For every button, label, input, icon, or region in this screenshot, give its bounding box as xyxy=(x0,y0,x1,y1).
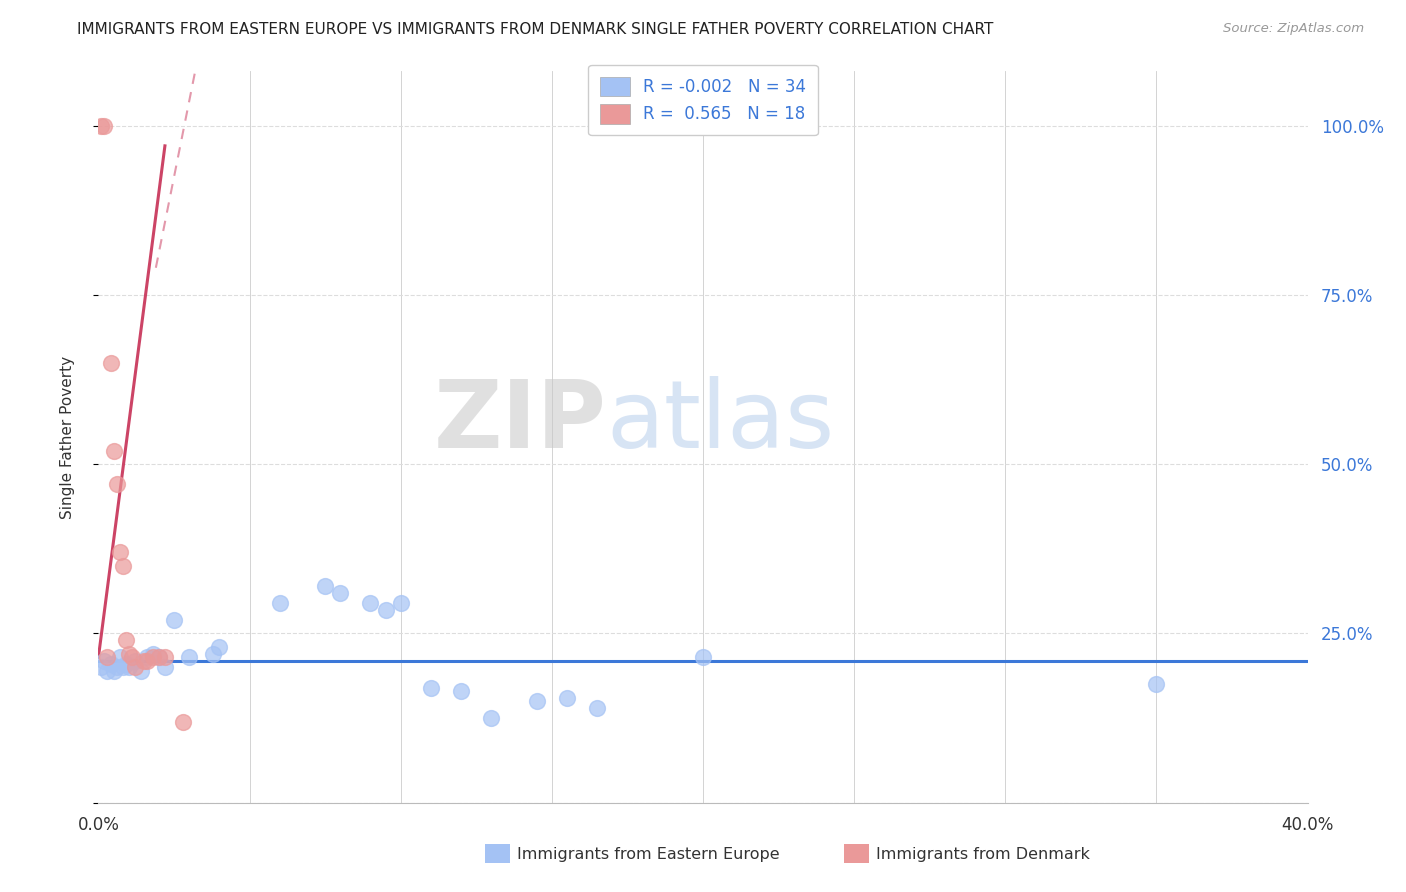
Point xyxy=(118,647,141,661)
Point xyxy=(208,640,231,654)
Point xyxy=(108,650,131,665)
Point xyxy=(100,355,122,369)
Point xyxy=(1144,677,1167,691)
Point xyxy=(374,603,396,617)
Point xyxy=(100,657,122,671)
Text: Immigrants from Denmark: Immigrants from Denmark xyxy=(876,847,1090,862)
Point xyxy=(526,694,548,708)
Text: ZIP: ZIP xyxy=(433,376,606,468)
Point xyxy=(153,650,176,665)
Point xyxy=(129,664,152,678)
Point xyxy=(481,711,503,725)
Point xyxy=(692,650,714,665)
Point xyxy=(163,613,186,627)
Point xyxy=(124,654,146,668)
Point xyxy=(142,647,165,661)
Point xyxy=(105,477,128,491)
Point xyxy=(103,443,125,458)
Point xyxy=(555,690,578,705)
Point xyxy=(105,660,128,674)
Point xyxy=(148,650,170,665)
Point xyxy=(172,714,194,729)
Point xyxy=(118,660,141,674)
Point xyxy=(450,684,472,698)
Point xyxy=(114,657,136,671)
Point xyxy=(329,586,352,600)
Point xyxy=(111,558,134,573)
Point xyxy=(420,681,443,695)
Point xyxy=(135,650,157,665)
Point xyxy=(389,596,412,610)
Point xyxy=(142,650,165,665)
Point xyxy=(121,650,143,665)
Point xyxy=(153,660,176,674)
Point xyxy=(93,654,115,668)
Point xyxy=(586,701,609,715)
Point xyxy=(132,654,155,668)
Text: Immigrants from Eastern Europe: Immigrants from Eastern Europe xyxy=(517,847,780,862)
Point xyxy=(269,596,291,610)
Point xyxy=(179,650,201,665)
Point xyxy=(108,545,131,559)
Y-axis label: Single Father Poverty: Single Father Poverty xyxy=(60,356,75,518)
Point xyxy=(103,664,125,678)
Point xyxy=(148,650,170,665)
Point xyxy=(360,596,382,610)
Point xyxy=(114,633,136,648)
Point xyxy=(111,660,134,674)
Point xyxy=(314,579,336,593)
Text: IMMIGRANTS FROM EASTERN EUROPE VS IMMIGRANTS FROM DENMARK SINGLE FATHER POVERTY : IMMIGRANTS FROM EASTERN EUROPE VS IMMIGR… xyxy=(77,22,994,37)
Point xyxy=(96,664,118,678)
Text: atlas: atlas xyxy=(606,376,835,468)
Point xyxy=(93,119,115,133)
Point xyxy=(202,647,225,661)
Legend: R = -0.002   N = 34, R =  0.565   N = 18: R = -0.002 N = 34, R = 0.565 N = 18 xyxy=(588,65,818,136)
Text: Source: ZipAtlas.com: Source: ZipAtlas.com xyxy=(1223,22,1364,36)
Point xyxy=(96,650,118,665)
Point xyxy=(135,654,157,668)
Point xyxy=(124,660,146,674)
Point xyxy=(90,660,112,674)
Point xyxy=(90,119,112,133)
